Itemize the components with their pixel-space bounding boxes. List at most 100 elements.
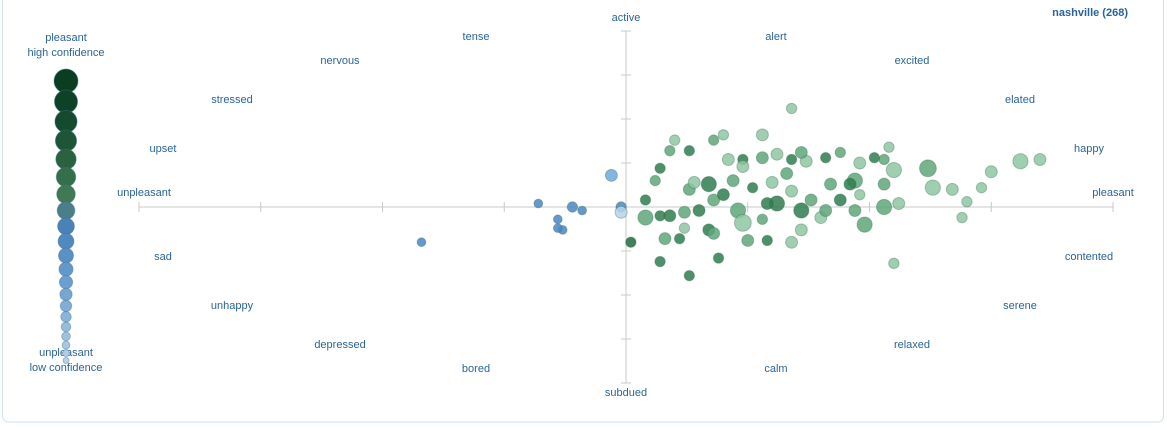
data-point: [770, 147, 784, 161]
data-point: [669, 134, 681, 146]
data-point: [878, 153, 890, 166]
data-point: [654, 255, 666, 268]
data-point: [793, 202, 810, 219]
data-point: [856, 216, 873, 233]
data-point: [683, 144, 696, 157]
data-point: [868, 152, 881, 164]
legend-swatch: [57, 217, 75, 236]
emotion-label: stressed: [211, 94, 253, 106]
data-point: [877, 177, 891, 191]
data-point: [1012, 153, 1029, 170]
data-point: [843, 177, 857, 191]
data-point: [712, 252, 725, 264]
data-point: [683, 269, 696, 282]
legend-top-label: pleasant: [45, 32, 87, 44]
emotion-label: pleasant: [1092, 187, 1134, 199]
legend-bottom-label: low confidence: [30, 362, 103, 374]
data-point: [741, 233, 755, 247]
data-point: [726, 174, 740, 188]
legend-swatch: [58, 275, 74, 290]
data-point: [756, 213, 769, 226]
data-point: [416, 237, 427, 248]
legend-swatch: [53, 68, 79, 94]
data-point: [785, 184, 799, 198]
emotion-label: active: [612, 12, 641, 24]
emotion-label: unpleasant: [117, 187, 171, 199]
emotion-label: subdued: [605, 387, 647, 399]
legend-top-label: high confidence: [27, 47, 104, 59]
data-point: [876, 198, 893, 216]
emotion-label: depressed: [314, 339, 365, 351]
data-point: [854, 188, 866, 201]
data-point: [658, 232, 672, 246]
data-point: [654, 162, 666, 174]
data-point: [794, 223, 808, 237]
legend-swatch: [58, 247, 74, 264]
data-point: [819, 204, 833, 218]
data-point: [794, 145, 808, 159]
legend-swatch: [57, 232, 75, 250]
data-point: [673, 232, 686, 245]
emotion-label: bored: [462, 363, 490, 375]
emotion-label: happy: [1074, 143, 1104, 155]
legend-swatch: [53, 89, 79, 114]
data-point: [664, 144, 676, 157]
legend-swatch: [61, 331, 71, 342]
data-point: [755, 128, 769, 142]
data-point: [785, 153, 798, 166]
data-point: [707, 134, 720, 146]
data-point: [625, 236, 637, 248]
data-point: [566, 201, 579, 213]
data-point: [755, 151, 769, 165]
legend-swatch: [59, 287, 73, 302]
legend-swatch: [62, 349, 70, 358]
data-point: [721, 152, 735, 166]
data-point: [984, 165, 998, 179]
data-point: [604, 168, 618, 182]
data-point: [736, 160, 750, 174]
emotion-label: elated: [1005, 94, 1035, 106]
data-point: [577, 205, 588, 216]
emotion-label: contented: [1065, 251, 1113, 263]
emotion-label: unhappy: [211, 300, 254, 312]
data-point: [746, 181, 759, 194]
data-point: [707, 193, 721, 207]
legend-swatch: [60, 321, 72, 333]
data-point: [833, 193, 847, 207]
legend-swatch: [60, 311, 72, 323]
data-point: [853, 156, 867, 170]
emotion-label: excited: [895, 55, 930, 67]
data-point: [692, 204, 706, 218]
emotion-label: relaxed: [894, 339, 930, 351]
data-point: [785, 102, 798, 115]
data-point: [533, 198, 544, 209]
data-point: [637, 209, 654, 226]
emotion-label: calm: [764, 363, 787, 375]
data-point: [883, 141, 895, 153]
data-point: [785, 235, 799, 249]
data-point: [780, 167, 794, 181]
data-point: [700, 176, 717, 193]
data-point: [677, 205, 691, 219]
data-point: [1033, 152, 1047, 166]
legend-swatch: [54, 129, 78, 152]
emotion-label: upset: [150, 143, 177, 155]
data-point: [765, 175, 779, 189]
data-point: [552, 223, 563, 234]
legend-swatch: [56, 201, 76, 220]
legend-swatch: [55, 166, 77, 188]
data-point: [804, 193, 818, 207]
emotion-label: nervous: [320, 55, 360, 67]
data-point: [885, 161, 902, 179]
data-point: [848, 204, 862, 218]
data-point: [687, 175, 701, 189]
legend-swatch: [54, 109, 78, 134]
legend-swatch: [56, 184, 76, 204]
legend-swatch: [58, 261, 74, 277]
legend-swatch: [61, 340, 71, 350]
data-point: [975, 181, 988, 194]
data-point: [919, 159, 937, 178]
data-point: [824, 177, 838, 191]
data-point: [552, 214, 563, 225]
